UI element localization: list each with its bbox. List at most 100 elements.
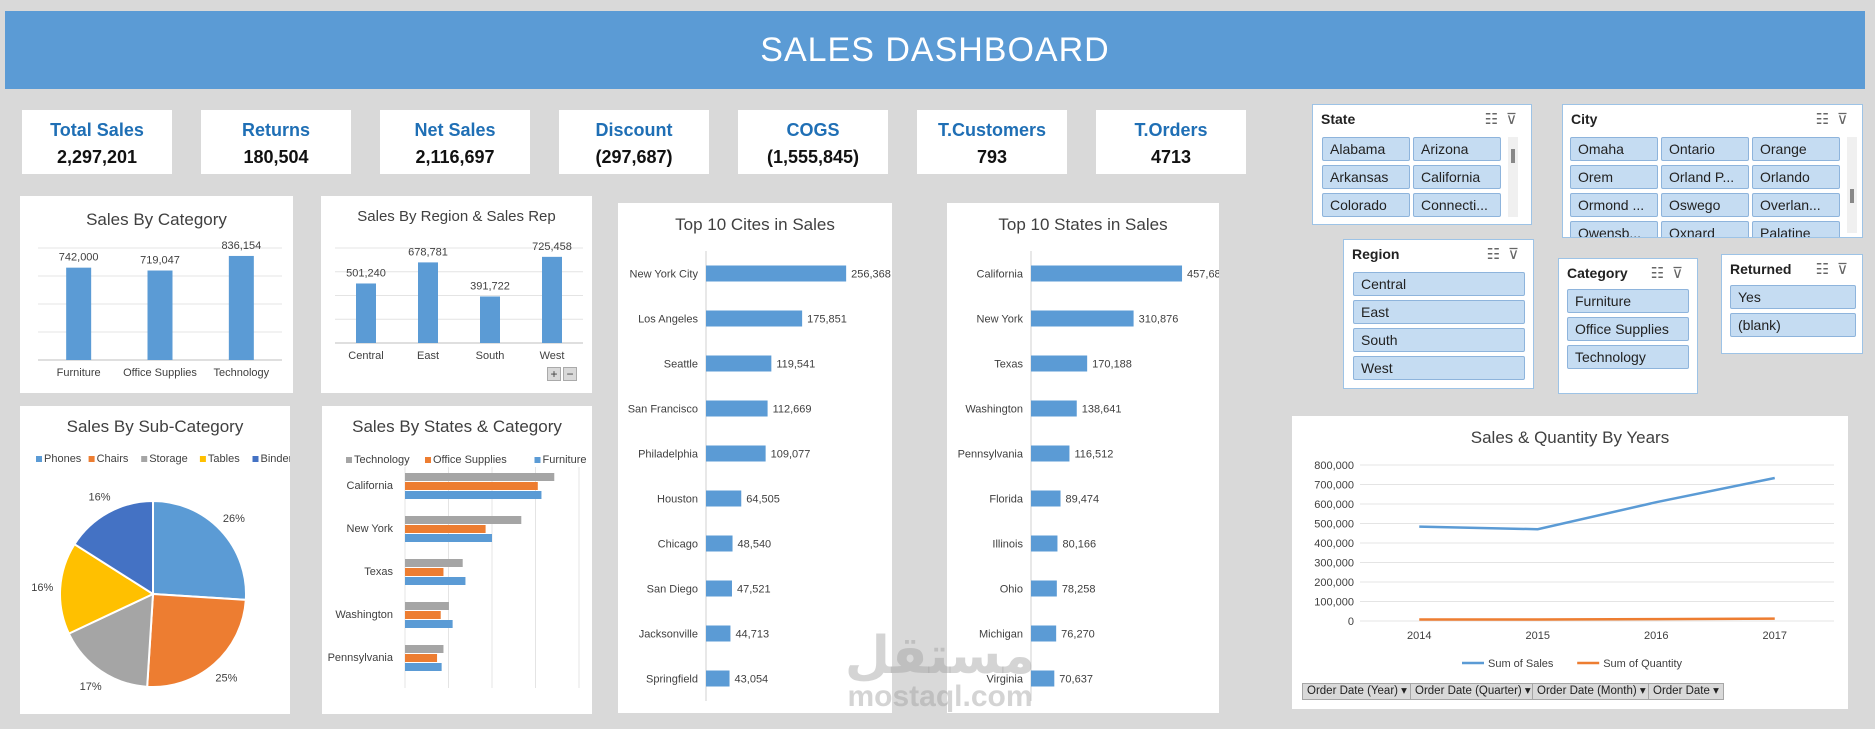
slicer-item[interactable]: (blank) [1730,313,1856,337]
multi-select-icon[interactable]: ☷ [1484,111,1507,128]
slicer-item[interactable]: Furniture [1567,289,1689,313]
pie-slice [59,542,156,635]
clear-filter-icon[interactable]: ⊽ [1672,265,1691,282]
legend-entry: Storage [149,453,188,465]
slicer-item[interactable]: Orange [1752,137,1840,161]
slicer-item[interactable]: Connecti... [1413,193,1501,217]
chart-plot: 501,240 Central 678,781 East 391,722 South 725… [335,241,583,362]
slicer-item[interactable]: Owensb... [1570,221,1658,237]
slicer-item[interactable]: Oxnard [1661,221,1749,237]
legend-entry: Sum of Sales [1488,658,1554,670]
kpi-label: Discount [595,120,673,140]
data-label: 116,512 [1074,449,1113,461]
multi-select-icon[interactable]: ☷ [1486,246,1509,263]
slicer-item[interactable]: Arizona [1413,137,1501,161]
slicer-item[interactable]: Ontario [1661,137,1749,161]
slicer-item[interactable]: Ormond ... [1570,193,1658,217]
slicer-item[interactable]: Central [1353,272,1525,296]
bar [418,262,438,343]
category-label: San Diego [647,584,698,596]
chart-sales-by-region: Sales By Region & Sales Rep 501,240 Centr… [321,196,592,393]
collapse-field-button[interactable]: − [563,367,577,381]
chart-title: Sales By Sub-Category [66,417,244,436]
pivot-filter-order-date-year[interactable]: Order Date (Year) ▾ [1302,683,1412,700]
slicer-item[interactable]: Alabama [1322,137,1410,161]
bar [706,400,768,417]
slicer-item[interactable]: Yes [1730,285,1856,309]
slicer-region: Region ☷⊽ Central East South West [1343,239,1534,389]
legend-entry: Office Supplies [433,454,507,466]
bar [706,670,730,687]
kpi-value: 793 [976,147,1008,167]
clear-filter-icon[interactable]: ⊽ [1837,111,1856,128]
slicer-item[interactable]: California [1413,165,1501,189]
category-label: Pennsylvania [328,652,394,664]
legend-entry: Technology [354,454,410,466]
multi-select-icon[interactable]: ☷ [1815,261,1838,278]
legend-swatch [36,456,42,462]
clear-filter-icon[interactable]: ⊽ [1506,111,1525,128]
data-label: 112,669 [773,404,812,416]
data-label: 25% [215,672,237,684]
slicer-item[interactable]: Arkansas [1322,165,1410,189]
bar [542,256,562,343]
series-line [1419,476,1775,531]
pie-slice [67,592,155,688]
chart-plot: Phones Chairs Storage Tables Binders 26% 25% 17… [31,453,290,693]
slicer-item[interactable]: Colorado [1322,193,1410,217]
bar [228,255,254,360]
slicer-item[interactable]: Technology [1567,345,1689,369]
slicer-item[interactable]: West [1353,356,1525,380]
data-label: 119,541 [776,359,815,371]
bar [1031,490,1061,507]
multi-select-icon[interactable]: ☷ [1650,265,1673,282]
category-label: Office Supplies [123,367,197,379]
chart-top-10-cities: Top 10 Cites in Sales New York City 256,3… [618,203,892,713]
slicer-item[interactable]: East [1353,300,1525,324]
kpi-value: (297,687) [595,147,673,167]
y-tick-label: 500,000 [1314,519,1354,531]
kpi-returns: Returns 180,504 [201,110,351,174]
expand-field-button[interactable]: + [547,367,561,381]
slicer-item[interactable]: Office Supplies [1567,317,1689,341]
category-label: Ohio [1000,584,1023,596]
pivot-filter-order-date-quarter[interactable]: Order Date (Quarter) ▾ [1410,683,1536,700]
x-tick-label: 2017 [1763,630,1787,642]
slicer-scrollbar[interactable] [1508,137,1518,217]
slicer-item[interactable]: Orland P... [1661,165,1749,189]
slicer-returned: Returned ☷⊽ Yes (blank) [1721,254,1863,354]
category-label: South [476,350,505,362]
slicer-item[interactable]: South [1353,328,1525,352]
y-tick-label: 800,000 [1314,460,1354,472]
slicer-item[interactable]: Omaha [1570,137,1658,161]
watermark-latin: mostaql.com [847,680,1033,713]
data-label: 70,637 [1059,674,1093,686]
multi-select-icon[interactable]: ☷ [1815,111,1838,128]
slicer-item[interactable]: Overlan... [1752,193,1840,217]
clear-filter-icon[interactable]: ⊽ [1837,261,1856,278]
chart-title: Sales By Category [86,210,227,229]
data-label: 16% [31,582,53,594]
slicer-item[interactable]: Orlando [1752,165,1840,189]
clear-filter-icon[interactable]: ⊽ [1508,246,1527,263]
bar [66,267,92,360]
bar [706,490,742,507]
slicer-item[interactable]: Palatine [1752,221,1840,237]
bar [706,310,803,327]
bar [1031,535,1058,552]
kpi-value: 2,297,201 [56,147,138,167]
bar [1031,445,1070,462]
pivot-filter-order-date[interactable]: Order Date ▾ [1648,683,1724,700]
data-label: 109,077 [771,449,811,461]
data-label: 17% [80,681,102,693]
bar [706,580,732,597]
category-label: Texas [364,566,393,578]
slicer-item[interactable]: Orem [1570,165,1658,189]
legend-swatch [141,456,148,462]
chart-title: Top 10 States in Sales [998,215,1168,234]
bar [1031,400,1077,417]
bar [405,525,486,533]
slicer-item[interactable]: Oswego [1661,193,1749,217]
slicer-scrollbar[interactable] [1847,137,1857,233]
pivot-filter-order-date-month[interactable]: Order Date (Month) ▾ [1532,683,1651,700]
